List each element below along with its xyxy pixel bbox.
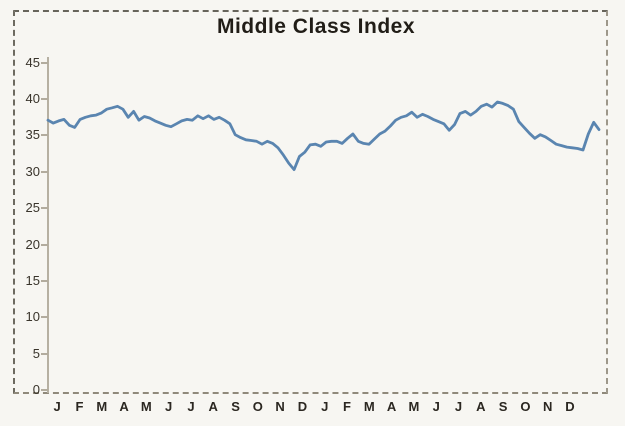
y-tick [41,243,48,246]
y-tick [41,316,48,319]
x-tick-label: J [321,399,329,414]
x-tick-label: S [231,399,240,414]
y-tick-label: 25 [25,200,40,216]
index-line [46,100,601,172]
y-tick [41,98,48,101]
y-tick [41,170,48,173]
x-tick-label: F [75,399,84,414]
y-tick-label: 15 [25,272,40,288]
x-tick-label: A [476,399,486,414]
x-tick-label: J [432,399,440,414]
chart-title: Middle Class Index [216,15,416,38]
y-tick-label: 0 [32,382,40,397]
y-tick [41,389,48,391]
x-tick-label: N [542,399,553,414]
y-tick [41,352,48,355]
x-tick-label: A [119,399,129,414]
x-tick-label: D [297,399,308,414]
y-tick-label: 35 [25,127,40,143]
y-tick-label: 30 [25,163,40,179]
x-tick-label: J [454,399,463,414]
chart-area-border [13,10,608,394]
x-tick-label: M [140,399,152,414]
y-tick [41,207,48,210]
x-tick-label: N [275,399,285,414]
y-axis-line [47,57,49,393]
x-tick-label: A [386,399,397,414]
y-tick [41,279,48,282]
x-tick-label: J [187,399,195,414]
y-tick [41,134,48,137]
y-tick [41,61,48,64]
x-tick-label: M [363,399,375,414]
x-tick-label: J [53,399,61,414]
x-tick-label: O [252,399,263,414]
x-tick-label: M [408,399,420,414]
y-tick-label: 10 [25,309,40,325]
x-tick-label: S [498,399,508,414]
x-tick-label: D [565,399,575,414]
y-tick-label: 5 [32,345,40,361]
y-tick-label: 40 [25,91,40,107]
x-tick-label: J [165,399,173,414]
x-tick-label: M [96,399,108,414]
x-tick-label: O [520,399,531,414]
y-tick-label: 20 [25,236,40,252]
y-tick-label: 45 [25,54,40,70]
x-tick-label: F [343,399,351,414]
x-tick-label: A [208,399,218,414]
